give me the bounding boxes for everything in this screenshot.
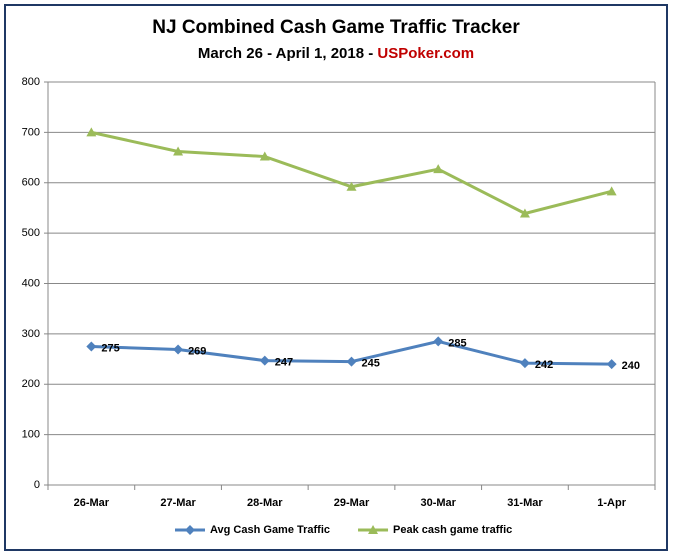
point — [606, 359, 617, 370]
x-tick-label: 26-Mar — [74, 497, 110, 509]
point — [259, 355, 270, 366]
x-tick-label: 29-Mar — [334, 497, 370, 509]
y-tick-label: 0 — [34, 479, 40, 491]
data-label: 275 — [101, 342, 119, 354]
point — [173, 344, 184, 355]
y-tick-label: 100 — [22, 429, 40, 441]
y-tick-label: 700 — [22, 126, 40, 138]
y-tick-label: 800 — [22, 76, 40, 88]
y-tick-label: 400 — [22, 277, 40, 289]
y-tick-label: 300 — [22, 328, 40, 340]
point — [86, 127, 97, 137]
point — [346, 181, 357, 191]
x-tick-label: 30-Mar — [420, 497, 456, 509]
chart-title: NJ Combined Cash Game Traffic Tracker — [152, 17, 520, 38]
chart-subtitle: March 26 - April 1, 2018 - USPoker.com — [198, 45, 474, 62]
point — [173, 146, 184, 156]
data-label: 285 — [448, 337, 466, 349]
subtitle-text: March 26 - April 1, 2018 - — [198, 45, 373, 62]
y-tick-label: 500 — [22, 227, 40, 239]
legend-label: Avg Cash Game Traffic — [210, 524, 330, 536]
data-label: 242 — [535, 359, 553, 371]
subtitle-source: USPoker.com — [377, 45, 474, 62]
chart-frame — [4, 4, 668, 551]
x-tick-label: 31-Mar — [507, 497, 543, 509]
point — [519, 208, 530, 218]
point — [519, 358, 530, 369]
point — [185, 525, 195, 535]
point — [433, 164, 444, 174]
point — [433, 336, 444, 347]
data-label: 269 — [188, 345, 206, 357]
legend-label: Peak cash game traffic — [393, 524, 512, 536]
point — [368, 525, 379, 534]
x-tick-label: 28-Mar — [247, 497, 283, 509]
y-tick-label: 200 — [22, 378, 40, 390]
data-label: 240 — [622, 360, 640, 372]
x-tick-label: 27-Mar — [160, 497, 196, 509]
point — [259, 151, 270, 161]
point — [86, 341, 97, 352]
point — [606, 186, 617, 196]
data-label: 247 — [275, 356, 293, 368]
point — [346, 356, 357, 367]
x-tick-label: 1-Apr — [597, 497, 626, 509]
data-label: 245 — [362, 357, 380, 369]
y-tick-label: 600 — [22, 177, 40, 189]
